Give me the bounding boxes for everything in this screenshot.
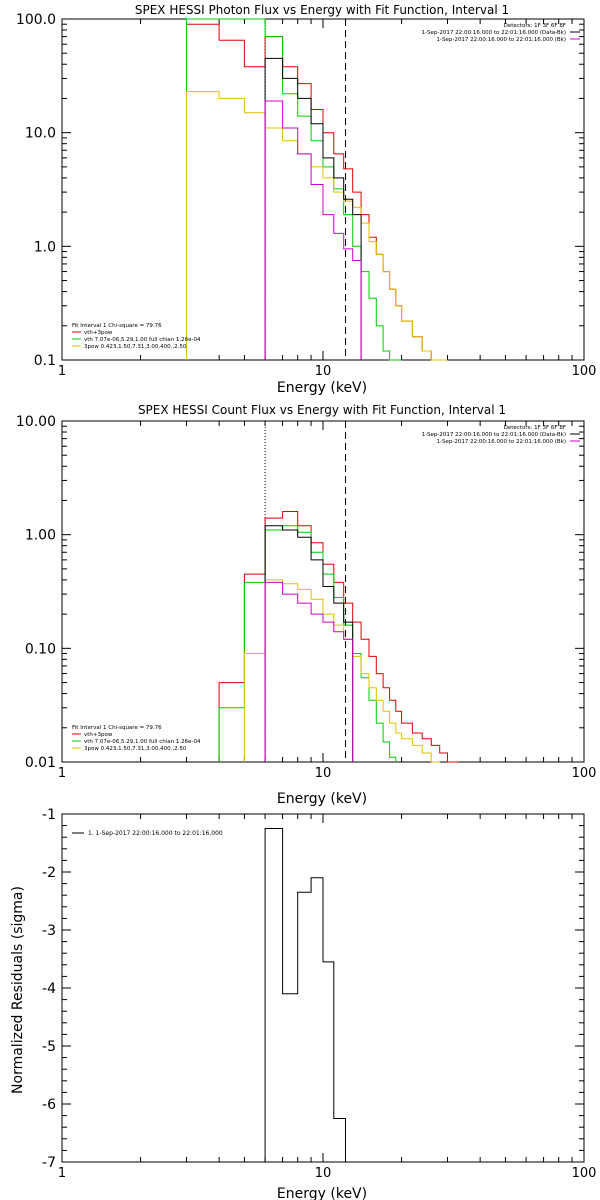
legend-text: 1-Sep-2017 22:00:16.000 to 22:01:16.000 … — [422, 432, 566, 438]
photon-flux-panel: SPEX HESSI Photon Flux vs Energy with Fi… — [16, 3, 597, 396]
series-line — [264, 100, 362, 360]
plot-frame — [61, 813, 585, 1163]
y-tick-label: -5 — [42, 1039, 56, 1055]
legend-text: 3pow 0.423,1.50,7.31,3.00,400.,2.50 — [84, 344, 187, 350]
y-tick-label: 0.1 — [34, 353, 56, 369]
y-tick-label: -4 — [42, 981, 56, 997]
y-tick-label: -6 — [42, 1097, 56, 1113]
y-tick-label: 0.01 — [25, 755, 56, 771]
y-tick-label: 1.0 — [34, 239, 56, 255]
x-tick-label: 10 — [315, 766, 332, 781]
y-tick-label: -7 — [42, 1155, 56, 1171]
x-tick-label: 100 — [572, 1166, 597, 1181]
legend-text: 1-Sep-2017 22:00:16.000 to 22:01:16.000 … — [437, 439, 567, 445]
legend-text: vth 7.07e-06,5.29,1.00 full chian 1.26e-… — [84, 739, 201, 745]
legend-text: vth 7.07e-06,5.29,1.00 full chian 1.26e-… — [84, 337, 201, 343]
legend-text: 1-Sep-2017 22:00:16.000 to 22:01:16.000 … — [437, 37, 567, 43]
y-axis-label: Normalized Residuals (sigma) — [10, 886, 26, 1094]
y-tick-label: 0.10 — [25, 641, 56, 657]
y-tick-label: -3 — [42, 923, 56, 939]
series-line — [243, 579, 440, 763]
plot-frame — [61, 420, 585, 763]
y-tick-label: 10.0 — [25, 126, 56, 142]
series-line — [218, 525, 397, 762]
x-axis-label: Energy (keV) — [277, 380, 367, 396]
series-line — [186, 91, 448, 361]
series-line — [264, 57, 362, 360]
series-line — [186, 23, 448, 361]
legend-text: 3pow 0.423,1.50,7.31,3.00,400.,2.50 — [84, 746, 187, 752]
legend-text: 1. 1-Sep-2017 22:00:16.000 to 22:01:16.0… — [88, 830, 223, 837]
legend-text: vth+3pow — [84, 330, 113, 336]
legend-text: 1-Sep-2017 22:00:16.000 to 22:01:16.000 … — [422, 30, 566, 36]
x-tick-label: 1 — [58, 766, 66, 781]
x-tick-label: 100 — [572, 766, 597, 781]
series-line — [218, 511, 459, 763]
y-tick-label: 1.00 — [25, 528, 56, 544]
chart-title: SPEX HESSI Count Flux vs Energy with Fit… — [138, 403, 506, 417]
x-tick-label: 10 — [315, 364, 332, 379]
y-tick-label: -1 — [42, 807, 56, 823]
x-axis-label: Energy (keV) — [277, 1186, 367, 1200]
count-flux-panel: SPEX HESSI Count Flux vs Energy with Fit… — [16, 403, 597, 807]
legend-text: vth+3pow — [84, 732, 113, 738]
x-axis-label: Energy (keV) — [277, 791, 367, 807]
series-line — [264, 828, 346, 1162]
residuals-panel: Energy (keV) Normalized Residuals (sigma… — [10, 807, 596, 1200]
x-tick-label: 1 — [58, 1166, 66, 1181]
series-line — [264, 525, 354, 762]
chart-title: SPEX HESSI Photon Flux vs Energy with Fi… — [135, 3, 509, 17]
y-tick-label: 100.0 — [16, 12, 56, 28]
legend-text: Detectors: 1F 3F 6F 8F — [504, 23, 566, 29]
x-tick-label: 10 — [315, 1166, 332, 1181]
x-tick-label: 1 — [58, 364, 66, 379]
x-tick-label: 100 — [572, 364, 597, 379]
legend-text: Fit Interval 1 Chi-square = 79.76 — [72, 725, 162, 731]
series-line — [264, 581, 354, 762]
legend-text: Fit Interval 1 Chi-square = 79.76 — [72, 323, 162, 329]
y-tick-label: -2 — [42, 865, 56, 881]
y-tick-label: 10.00 — [16, 414, 56, 430]
legend-text: Detectors: 1F 3F 6F 8F — [504, 425, 566, 431]
series-line — [186, 18, 402, 361]
